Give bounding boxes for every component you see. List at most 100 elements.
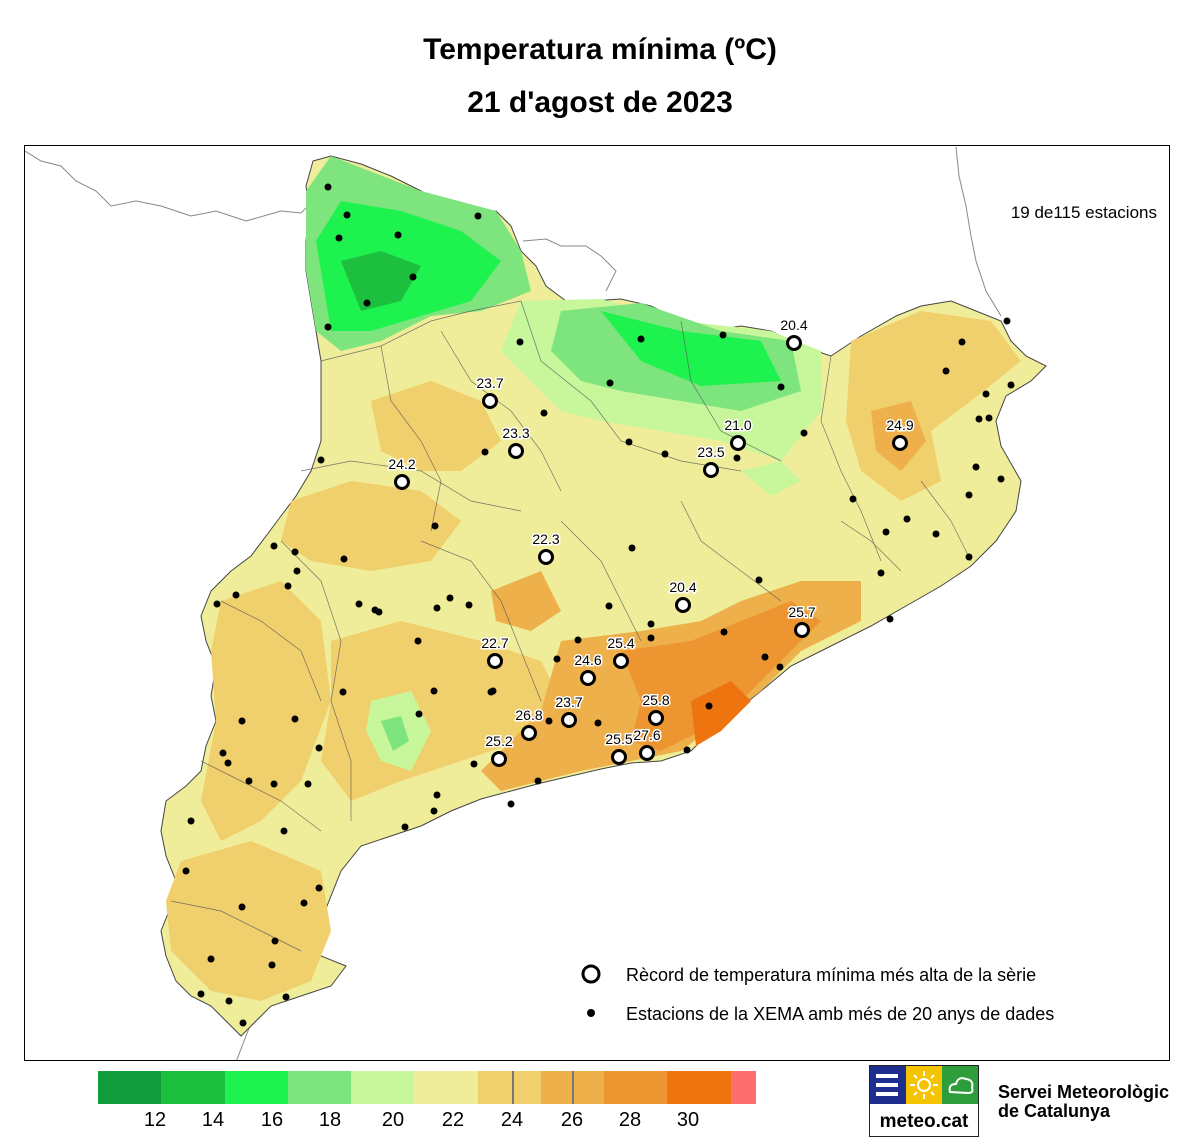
station-dot: [470, 760, 478, 768]
logo-text: meteo.cat: [879, 1111, 969, 1132]
record-circle: [394, 474, 410, 490]
station-dot: [270, 780, 278, 788]
map-title: Temperatura mínima (ºC): [423, 33, 777, 66]
station-dot: [1003, 317, 1011, 325]
record-value: 21.0: [724, 417, 751, 433]
record-legend-label: Rècord de temperatura mínima més alta de…: [626, 965, 1037, 985]
record-value: 24.2: [388, 456, 415, 472]
station-dot: [886, 615, 894, 623]
record-stations: 20.4 23.7 23.3 21.0 24.9 23.5 24.2 22.3 20.4 25.7…: [387, 316, 915, 767]
color-scale-cell: [351, 1071, 415, 1104]
station-dot: [474, 212, 482, 220]
station-dot: [849, 495, 857, 503]
station-dot: [293, 567, 301, 575]
color-scale-cell: [477, 1071, 541, 1104]
color-scale-cell: [98, 1071, 162, 1104]
station-dot: [647, 620, 655, 628]
station-dot: [776, 663, 784, 671]
station-dot: [942, 367, 950, 375]
color-scale-cell: [414, 1071, 478, 1104]
record-value: 23.3: [502, 425, 529, 441]
station-dot: [315, 884, 323, 892]
record-marker: 22.7: [480, 634, 510, 669]
station-dot: [761, 653, 769, 661]
station-dot: [225, 997, 233, 1005]
record-marker: 22.3: [531, 530, 561, 565]
record-value: 25.4: [607, 635, 634, 651]
station-dot: [755, 576, 763, 584]
station-dot: [545, 717, 553, 725]
color-scale-tick: 30: [676, 1109, 700, 1131]
color-scale-tick: 18: [318, 1109, 342, 1131]
color-scale-tick: 14: [201, 1109, 225, 1131]
station-dot: [324, 323, 332, 331]
record-marker: 25.8: [641, 691, 671, 726]
record-value: 25.8: [642, 692, 669, 708]
station-dot: [661, 450, 669, 458]
color-scale-separator: [512, 1071, 514, 1104]
station-dot: [719, 331, 727, 339]
logo-sun-icon: [906, 1066, 942, 1104]
record-value: 22.7: [481, 635, 508, 651]
station-dot: [394, 231, 402, 239]
station-dot: [574, 636, 582, 644]
record-marker: 25.2: [484, 732, 514, 767]
station-dot: [317, 456, 325, 464]
station-dot: [606, 379, 614, 387]
record-legend-icon: [581, 964, 601, 984]
station-dot: [540, 409, 548, 417]
color-scale-bar: [98, 1071, 756, 1104]
color-scale-tick: 26: [560, 1109, 584, 1131]
color-scale-cell: [161, 1071, 225, 1104]
station-legend-label: Estacions de la XEMA amb més de 20 anys …: [626, 1004, 1055, 1024]
station-dot: [207, 955, 215, 963]
record-value: 22.3: [532, 531, 559, 547]
station-dot: [431, 522, 439, 530]
record-circle: [648, 710, 664, 726]
station-dot: [271, 937, 279, 945]
station-dot: [401, 823, 409, 831]
record-circle: [794, 622, 810, 638]
station-dot: [284, 582, 292, 590]
station-dot: [291, 715, 299, 723]
color-scale-separator: [572, 1071, 574, 1104]
station-dot: [433, 604, 441, 612]
station-dot: [594, 719, 602, 727]
record-marker: 21.0: [723, 416, 753, 451]
station-dot: [800, 429, 808, 437]
station-dot: [414, 637, 422, 645]
color-scale-cell: [730, 1071, 756, 1104]
station-dot: [197, 990, 205, 998]
station-dot: [733, 454, 741, 462]
station-dot: [245, 777, 253, 785]
station-dot: [1007, 381, 1015, 389]
station-dot: [363, 299, 371, 307]
record-marker: 25.5: [604, 730, 634, 765]
station-dot: [409, 273, 417, 281]
station-dot: [958, 338, 966, 346]
record-circle: [521, 725, 537, 741]
station-dot: [985, 414, 993, 422]
record-circle: [639, 745, 655, 761]
station-dot: [553, 655, 561, 663]
station-dot: [637, 335, 645, 343]
station-dot: [516, 338, 524, 346]
station-dot: [219, 749, 227, 757]
record-circle: [580, 670, 596, 686]
record-circle: [491, 751, 507, 767]
station-dot: [997, 475, 1005, 483]
station-dot: [465, 601, 473, 609]
record-circle: [482, 393, 498, 409]
station-dot: [625, 438, 633, 446]
xema-stations: [182, 183, 1015, 1027]
station-dot: [238, 903, 246, 911]
meteocat-logo: meteo.cat: [869, 1065, 979, 1137]
record-marker: 23.7: [554, 693, 584, 728]
station-dot: [304, 780, 312, 788]
station-dot: [433, 791, 441, 799]
station-dot: [224, 759, 232, 767]
record-value: 27.6: [633, 727, 660, 743]
station-dot: [489, 687, 497, 695]
logo-wind-icon: [870, 1066, 906, 1104]
record-circle: [703, 462, 719, 478]
